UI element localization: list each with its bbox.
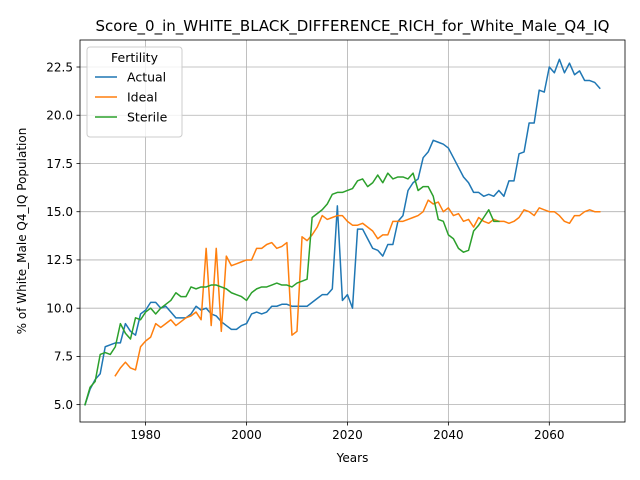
- y-tick-label: 22.5: [46, 60, 73, 74]
- legend-box: [86, 46, 183, 138]
- series-line-ideal: [114, 199, 601, 377]
- x-tick-label: 2060: [534, 428, 565, 442]
- y-tick-label: 17.5: [46, 157, 73, 171]
- plot-frame: [79, 39, 626, 423]
- x-axis-ticks: 1980 2000 2020 2040 2060: [130, 422, 565, 442]
- x-tick-label: 2000: [231, 428, 262, 442]
- y-tick-label: 20.0: [46, 109, 73, 123]
- y-tick-label: 10.0: [46, 301, 73, 315]
- chart-title: Score_0_in_WHITE_BLACK_DIFFERENCE_RICH_f…: [96, 17, 610, 36]
- legend-items: Actual Ideal Sterile: [95, 70, 168, 125]
- series-line-actual: [84, 58, 601, 406]
- legend: Fertility Actual Ideal Sterile: [86, 46, 183, 138]
- legend-label-ideal: Ideal: [127, 90, 157, 105]
- y-tick-label: 15.0: [46, 205, 73, 219]
- x-tick-label: 1980: [130, 428, 161, 442]
- x-axis-label: Years: [336, 451, 369, 465]
- x-tick-label: 2020: [332, 428, 363, 442]
- y-tick-label: 5.0: [54, 398, 73, 412]
- series-lines: [84, 58, 601, 406]
- series-line-sterile: [84, 172, 500, 406]
- grid-lines: [80, 40, 625, 422]
- legend-label-actual: Actual: [127, 70, 166, 85]
- y-axis-ticks: 5.0 7.5 10.0 12.5 15.0 17.5 20.0 22.5: [46, 60, 80, 412]
- legend-label-sterile: Sterile: [127, 110, 168, 125]
- y-tick-label: 12.5: [46, 253, 73, 267]
- y-axis-label: % of White_Male Q4_IQ Population: [15, 128, 29, 335]
- x-tick-label: 2040: [433, 428, 464, 442]
- y-tick-label: 7.5: [54, 350, 73, 364]
- legend-title: Fertility: [111, 50, 159, 65]
